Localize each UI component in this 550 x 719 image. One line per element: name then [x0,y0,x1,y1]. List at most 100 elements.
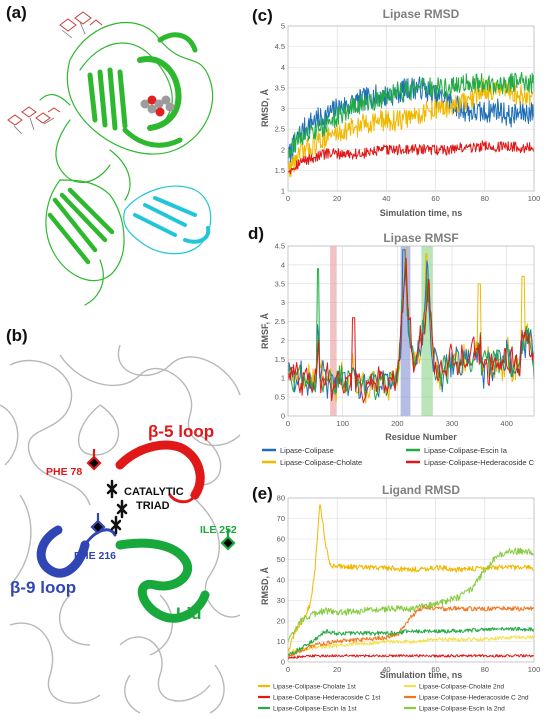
y-tick-label: 0 [281,412,285,421]
chart-e-xlabel: Simulation time, ns [380,670,463,680]
x-tick-label: 40 [382,665,390,674]
series-line [287,626,535,657]
legend-label-hederacoside: Lipase-Colipase-Hederacoside C [424,458,535,467]
series-line [287,257,535,404]
legend-label-cholate-2nd: Lipase-Colipase-Cholate 2nd [419,684,504,691]
y-tick-label: 0.5 [275,393,285,402]
triad-label: TRIAD [136,500,170,512]
series-line [287,604,535,658]
y-tick-label: 50 [277,555,285,564]
chart-c-ylabel: RMSD, Å [260,89,270,128]
y-tick-label: 1 [281,374,285,383]
y-tick-label: 20 [277,617,285,626]
x-tick-label: 0 [286,419,290,428]
phe216-label: PHE 216 [74,550,116,562]
chart-d-title: Lipase RMSF [383,231,458,245]
legend-label-hederacoside-2nd: Lipase-Colipase-Hederacoside C 2nd [419,695,529,702]
y-tick-label: 1.5 [275,355,285,364]
chart-c-xlabel: Simulation time, ns [380,208,463,218]
y-tick-label: 80 [277,494,285,503]
y-tick-label: 4 [281,260,285,269]
series-line [287,140,535,175]
x-tick-label: 20 [333,665,341,674]
y-tick-label: 2.5 [275,317,285,326]
series-line [287,78,535,178]
y-tick-label: 1.5 [275,166,285,175]
y-tick-label: 4.5 [275,42,285,51]
legend-label-cholate: Lipase-Colipase-Cholate [280,458,362,467]
x-tick-label: 100 [528,194,541,203]
x-tick-label: 40 [382,194,390,203]
panel-label-c: (c) [252,6,273,25]
y-tick-label: 3 [281,298,285,307]
series-line [287,71,535,158]
legend-label-escin-2nd: Lipase-Colipase-Escin Ia 2nd [419,706,505,713]
lid-label: Lid [176,604,202,623]
x-tick-label: 200 [391,419,404,428]
x-tick-label: 60 [431,665,439,674]
x-tick-label: 80 [481,194,489,203]
panel-label-a: (a) [6,3,27,22]
ile252-label: ILE 252 [200,524,237,536]
y-tick-label: 1 [281,187,285,196]
y-tick-label: 4 [281,63,285,72]
y-tick-label: 2 [281,336,285,345]
series-line [287,654,535,660]
legend-label-cholate-1st: Lipase-Colipase-Cholate 1st [273,684,356,691]
chart-d-xlabel: Residue Number [385,432,457,442]
y-tick-label: 30 [277,596,285,605]
y-tick-label: 70 [277,514,285,523]
y-tick-label: 5 [281,22,285,31]
y-tick-label: 2.5 [275,125,285,134]
series-line [287,547,535,643]
plot-frame [287,25,535,192]
plot-frame [287,245,535,417]
legend-label-escin-1st: Lipase-Colipase-Escin Ia 1st [273,706,357,713]
panel-label-d: d) [248,224,265,243]
series-line [287,635,535,654]
protein-structure-image-a [7,11,214,306]
panel-label-b: (b) [6,326,28,345]
y-tick-label: 60 [277,535,285,544]
active-site-image-b: β-5 loop PHE 78 CATALYTIC TRIAD ILE 252 … [0,345,241,714]
chart-d-ylabel: RMSF, Å [260,312,270,349]
chart-c-title: Lipase RMSD [383,7,460,21]
highlight-band [330,246,337,416]
x-tick-label: 60 [431,194,439,203]
x-tick-label: 0 [286,194,290,203]
x-tick-label: 0 [286,665,290,674]
y-tick-label: 0 [281,658,285,667]
panel-label-e: (e) [252,484,273,503]
legend-label-colipase: Lipase-Colipase [280,446,334,455]
legend-label-escin: Lipase-Colipase-Escin Ia [424,446,508,455]
x-tick-label: 80 [481,665,489,674]
beta5-loop-label: β-5 loop [148,422,214,441]
series-line [287,504,535,653]
chart-e-legend: Lipase-Colipase-Cholate 1st Lipase-Colip… [258,684,529,713]
y-tick-label: 40 [277,576,285,585]
x-tick-label: 100 [528,665,541,674]
highlight-band [400,246,411,416]
y-tick-label: 4.5 [275,242,285,251]
x-tick-label: 20 [333,194,341,203]
highlight-band [421,246,433,416]
y-tick-label: 2 [281,145,285,154]
x-tick-label: 400 [500,419,513,428]
chart-e-ylabel: RMSD, Å [260,567,270,606]
chart-d-legend: Lipase-Colipase Lipase-Colipase-Escin Ia… [262,446,535,467]
x-tick-label: 100 [336,419,349,428]
x-tick-label: 300 [446,419,459,428]
beta9-loop-label: β-9 loop [10,578,76,597]
phe78-label: PHE 78 [46,466,82,478]
y-tick-label: 3.5 [275,279,285,288]
ligand-rmsd-chart: Ligand RMSD 0 10 20 30 40 50 60 70 80 0 20 40 60 80 10… [258,483,541,713]
plot-frame [287,497,535,663]
y-tick-label: 3 [281,104,285,113]
catalytic-label: CATALYTIC [124,486,184,498]
legend-label-hederacoside-1st: Lipase-Colipase-Hederacoside C 1st [273,695,381,702]
chart-e-title: Ligand RMSD [382,483,460,497]
lipase-rmsd-chart: Lipase RMSD 1 1.5 2 2.5 3 3.5 4 4.5 5 0 20 40 60 80 10… [260,7,541,218]
y-tick-label: 10 [277,637,285,646]
y-tick-label: 3.5 [275,83,285,92]
lipase-rmsf-chart: Lipase RMSF 0 0.5 1 1.5 2 2.5 3 3.5 4 4.5 0 100 200 3… [260,231,535,467]
